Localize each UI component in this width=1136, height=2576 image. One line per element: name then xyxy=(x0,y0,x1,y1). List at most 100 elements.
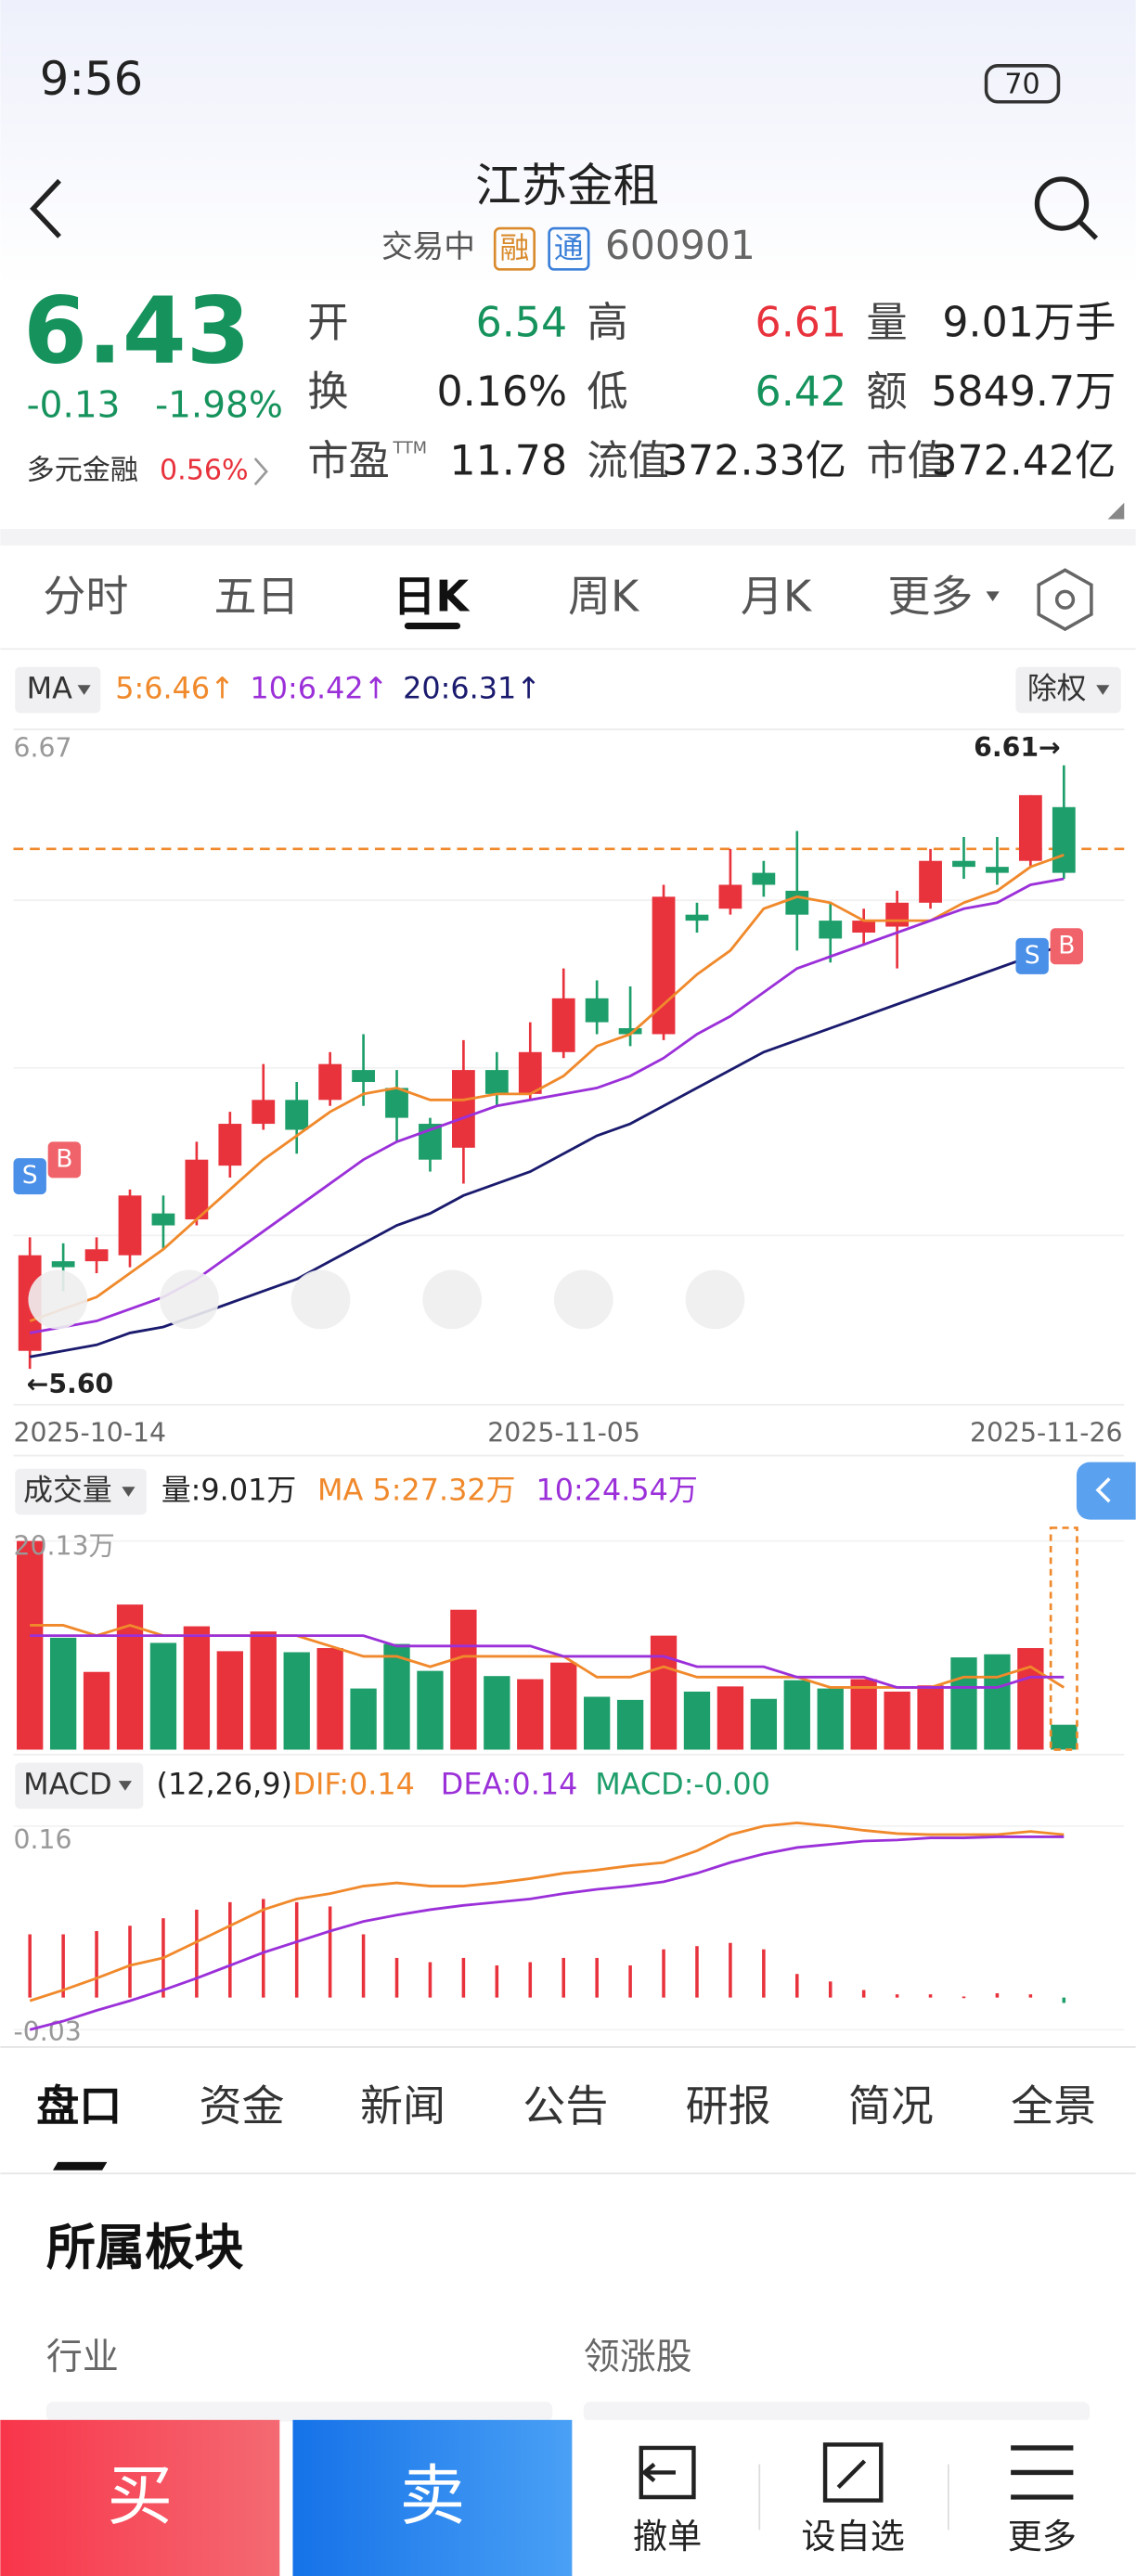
separator xyxy=(0,529,1136,546)
volume-bar xyxy=(484,1676,510,1750)
adjust-button[interactable] xyxy=(1015,666,1121,714)
volume-bar xyxy=(517,1679,544,1750)
nav-button[interactable] xyxy=(685,1269,745,1330)
buy-label[interactable]: 买 xyxy=(107,2457,173,2534)
section-label: 行业 xyxy=(46,2337,119,2378)
field-label: 高 xyxy=(587,300,627,347)
field-value: 11.78 xyxy=(449,437,567,484)
macd-bar xyxy=(895,1994,899,1998)
field-label: 量 xyxy=(866,300,907,347)
field-value: 372.42亿 xyxy=(931,437,1116,484)
change: -0.13 xyxy=(27,385,121,427)
info-tab[interactable]: 资金 xyxy=(200,2081,285,2132)
chevron[interactable] xyxy=(253,457,268,486)
header-bg xyxy=(0,0,1136,288)
cancel-icon[interactable] xyxy=(639,2445,696,2500)
macd-bar xyxy=(762,1949,766,1998)
candle-body xyxy=(986,867,1009,873)
candle-body xyxy=(785,890,809,915)
field-value: 372.33亿 xyxy=(662,437,846,484)
period-tab[interactable]: 更多 xyxy=(887,572,973,622)
candle-body xyxy=(318,1063,342,1101)
macd-bar xyxy=(328,1906,332,1998)
period-tab[interactable]: 分时 xyxy=(43,572,128,622)
macd-bar xyxy=(195,1909,199,1998)
badge: 通 xyxy=(554,230,584,265)
toolbar-label[interactable]: 撤单 xyxy=(633,2516,702,2557)
volume-bar xyxy=(850,1679,877,1750)
signal-label: S xyxy=(22,1161,38,1190)
search-icon[interactable] xyxy=(1034,176,1090,231)
macd-title: MACD xyxy=(23,1766,112,1801)
price: 6.43 xyxy=(23,277,251,384)
dropdown-arrow xyxy=(1096,685,1110,695)
macd-bar xyxy=(995,1993,1000,1998)
nav-button[interactable] xyxy=(553,1269,613,1330)
battery-icon xyxy=(984,64,1061,104)
macd-bar xyxy=(28,1934,32,1998)
period-tab[interactable]: 月K xyxy=(741,572,813,622)
volume-bar xyxy=(917,1685,944,1750)
volume-current: 量:9.01万 xyxy=(161,1473,296,1508)
sell-label[interactable]: 卖 xyxy=(400,2457,466,2534)
dropdown-arrow xyxy=(77,685,91,695)
nav-button[interactable] xyxy=(422,1269,483,1330)
card xyxy=(583,2402,1091,2422)
volume-bar xyxy=(750,1698,778,1750)
signal-marker xyxy=(1050,928,1084,965)
settings-icon xyxy=(1054,589,1076,610)
info-tab[interactable]: 简况 xyxy=(848,2081,934,2132)
toolbar-label[interactable]: 更多 xyxy=(1008,2516,1077,2557)
candle-body xyxy=(218,1124,242,1166)
macd-bar xyxy=(294,1901,299,1998)
macd-bar xyxy=(528,1962,533,1998)
macd-line xyxy=(29,1821,1065,2003)
volume-bar xyxy=(316,1648,343,1750)
macd-bar xyxy=(828,1981,833,1998)
macd-bar xyxy=(361,1934,366,1998)
settings-icon[interactable] xyxy=(1037,568,1093,632)
ma-line xyxy=(29,877,1065,1334)
trade-status: 交易中 xyxy=(381,228,475,264)
candle-body xyxy=(252,1100,276,1125)
candle-body xyxy=(185,1159,209,1220)
volume-ma-line xyxy=(30,1634,1065,1689)
more-icon[interactable] xyxy=(1011,2445,1074,2500)
field-value: 6.42 xyxy=(755,368,847,416)
back-icon[interactable] xyxy=(30,178,61,238)
period-tab[interactable]: 日K xyxy=(393,572,471,622)
info-tab[interactable]: 新闻 xyxy=(360,2081,445,2132)
volume-bar xyxy=(417,1670,444,1750)
candle-body xyxy=(51,1261,75,1268)
volume-bar xyxy=(1017,1648,1044,1750)
info-tab[interactable]: 研报 xyxy=(686,2081,771,2132)
indicator-button[interactable] xyxy=(15,1468,147,1515)
info-tab[interactable]: 全景 xyxy=(1011,2081,1096,2132)
candle-body xyxy=(118,1195,142,1256)
sell-button[interactable] xyxy=(292,2419,573,2576)
period-tab[interactable]: 周K xyxy=(568,572,640,622)
toolbar-label[interactable]: 设自选 xyxy=(801,2516,904,2557)
volume-bar xyxy=(650,1635,678,1750)
nav-button[interactable] xyxy=(290,1269,351,1330)
field-label: 市值 xyxy=(866,437,949,484)
volume-bar xyxy=(216,1651,243,1750)
period-tab[interactable]: 五日 xyxy=(213,572,299,622)
nav-button[interactable] xyxy=(28,1269,88,1330)
indicator-button[interactable] xyxy=(15,1762,144,1810)
info-tab[interactable]: 盘口 xyxy=(36,2081,122,2132)
volume-ma10: 10:24.54万 xyxy=(536,1473,697,1508)
collapse-tab[interactable] xyxy=(1076,1462,1136,1520)
info-tab[interactable]: 公告 xyxy=(523,2081,608,2132)
macd-bar xyxy=(595,1957,599,1998)
volume-bar xyxy=(83,1671,110,1750)
indicator-button[interactable] xyxy=(15,666,101,714)
nav-button[interactable] xyxy=(160,1269,219,1330)
macd-bar xyxy=(628,1964,632,1998)
field-value: 0.16% xyxy=(437,368,568,416)
candle-body xyxy=(819,921,843,939)
volume-bar xyxy=(450,1609,477,1750)
buy-button[interactable] xyxy=(0,2419,280,2576)
watch-icon[interactable] xyxy=(822,2442,884,2503)
macd-bar xyxy=(562,1957,565,1998)
